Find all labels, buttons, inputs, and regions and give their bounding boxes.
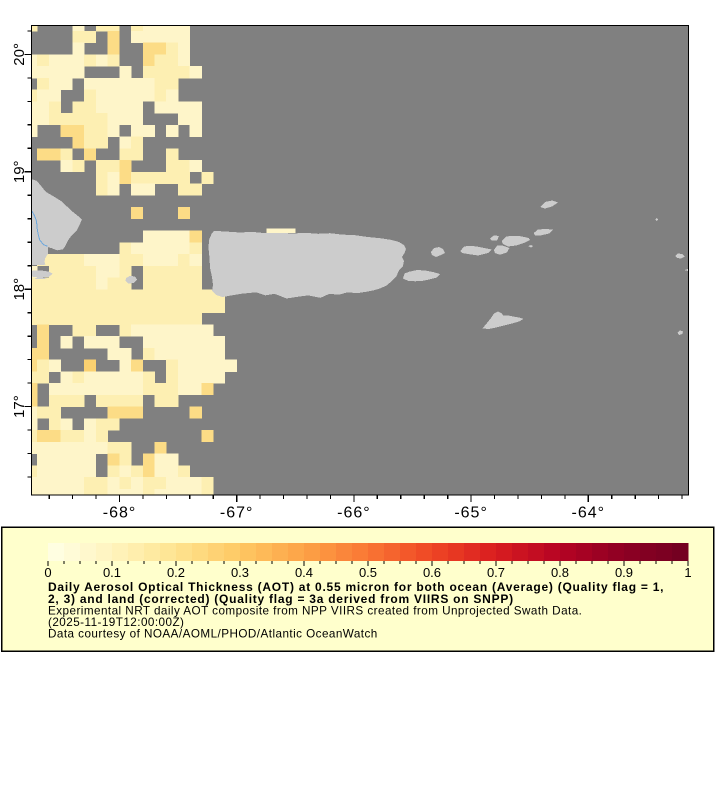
svg-text:0.4: 0.4 — [295, 565, 313, 580]
svg-text:0.6: 0.6 — [423, 565, 441, 580]
svg-text:19°: 19° — [11, 160, 28, 183]
svg-text:0.5: 0.5 — [359, 565, 377, 580]
svg-text:0: 0 — [44, 565, 51, 580]
svg-text:0.7: 0.7 — [487, 565, 505, 580]
svg-text:2, 3) and land (corrected) (Qu: 2, 3) and land (corrected) (Quality flag… — [48, 592, 514, 606]
svg-text:Data courtesy of NOAA/AOML/PHO: Data courtesy of NOAA/AOML/PHOD/Atlantic… — [48, 628, 378, 641]
svg-text:-64°: -64° — [572, 505, 606, 522]
svg-text:1: 1 — [684, 565, 691, 580]
svg-text:-67°: -67° — [220, 505, 254, 522]
svg-text:-65°: -65° — [454, 505, 488, 522]
svg-text:18°: 18° — [11, 278, 28, 301]
svg-text:17°: 17° — [11, 395, 28, 418]
svg-text:20°: 20° — [11, 43, 28, 66]
svg-text:Daily Aerosol Optical Thicknes: Daily Aerosol Optical Thickness (AOT) at… — [48, 580, 664, 594]
svg-text:0.8: 0.8 — [551, 565, 569, 580]
svg-text:0.2: 0.2 — [167, 565, 185, 580]
svg-text:0.3: 0.3 — [231, 565, 249, 580]
svg-text:-66°: -66° — [337, 505, 371, 522]
svg-text:-68°: -68° — [103, 505, 137, 522]
svg-text:Experimental NRT daily AOT com: Experimental NRT daily AOT composite fro… — [48, 605, 582, 618]
svg-text:0.9: 0.9 — [615, 565, 633, 580]
svg-text:0.1: 0.1 — [103, 565, 121, 580]
svg-text:(2025-11-19T12:00:00Z): (2025-11-19T12:00:00Z) — [48, 616, 184, 629]
